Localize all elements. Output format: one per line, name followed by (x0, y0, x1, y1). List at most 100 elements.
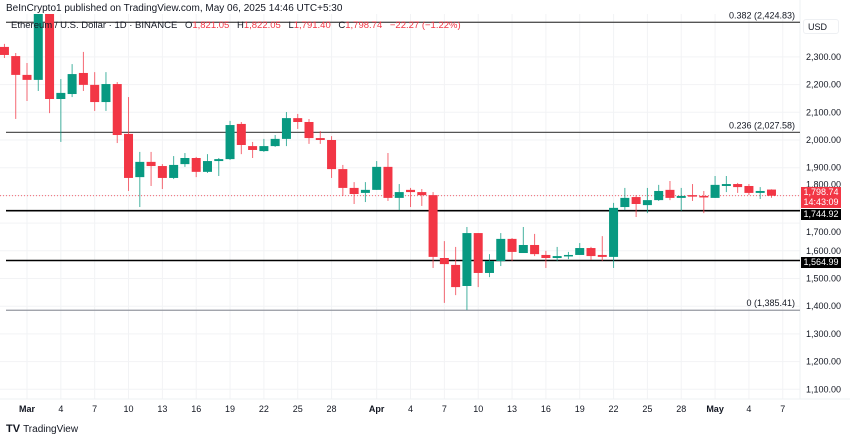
x-tick-label: 16 (541, 404, 551, 414)
x-tick-label: 22 (259, 404, 269, 414)
candle-body (654, 190, 664, 201)
candle (518, 226, 528, 254)
price-chart[interactable]: 1,100.00 1,200.00 1,300.00 1,400.00 1,500.00… (0, 0, 850, 420)
plot-area (0, 14, 800, 311)
candle (631, 195, 641, 218)
candle (744, 184, 754, 196)
candle (78, 51, 88, 91)
publisher-line: BeInCrypto1 published on TradingView.com… (6, 3, 343, 14)
x-tick-label: 16 (191, 404, 201, 414)
candle-body (406, 189, 416, 193)
y-tick-label: 1,400.00 (806, 301, 841, 311)
candle (699, 190, 709, 214)
candle-body (439, 258, 449, 265)
x-tick-label: 19 (575, 404, 585, 414)
close-label: C (338, 20, 346, 31)
candle (473, 233, 483, 288)
candle (270, 135, 280, 147)
candle-body (56, 92, 66, 100)
candle (45, 14, 55, 114)
candle (496, 233, 506, 267)
candle (507, 238, 517, 262)
candle (462, 226, 472, 311)
candle (688, 184, 698, 201)
low-value: 1,791.40 (293, 20, 331, 31)
y-tick-label: 1,600.00 (806, 246, 841, 256)
candle-body (0, 46, 9, 55)
candle-body (530, 244, 540, 255)
currency-button[interactable]: USD (803, 19, 839, 34)
candle (721, 176, 731, 193)
candle-body (609, 207, 619, 257)
fib-level-label: 0.382 (2,424.83) (729, 10, 795, 20)
candle (372, 161, 382, 190)
x-tick-label: 4 (746, 404, 751, 414)
y-tick-label: 1,300.00 (806, 329, 841, 339)
candle (304, 118, 314, 144)
candle (733, 182, 743, 193)
candle (157, 164, 167, 190)
candle (327, 136, 337, 178)
candle (586, 246, 596, 260)
candle (112, 82, 122, 144)
y-tick-label: 1,500.00 (806, 274, 841, 284)
candle-body (586, 248, 596, 257)
candle (710, 176, 720, 198)
candle (169, 156, 179, 180)
x-tick-label: 22 (609, 404, 619, 414)
candle (214, 158, 224, 177)
candle-body (349, 187, 359, 195)
candle (225, 120, 235, 160)
candle-body (214, 159, 224, 162)
candle (541, 250, 551, 268)
candle-body (451, 264, 461, 288)
candle-body (236, 123, 246, 145)
fib-level-label: 0 (1,385.41) (746, 298, 795, 308)
candle-body (733, 184, 743, 188)
x-tick-label: 19 (225, 404, 235, 414)
candle-body (676, 195, 686, 198)
candle (428, 192, 438, 268)
symbol-name[interactable]: Ethereum / U.S. Dollar · 1D · BINANCE (11, 20, 178, 31)
y-tick-label: 1,800.00 (806, 179, 841, 189)
candle (484, 254, 494, 278)
candle-body (191, 158, 201, 172)
candle (417, 189, 427, 206)
candle (755, 187, 765, 200)
candle-body (11, 56, 21, 75)
candle-body (541, 254, 551, 259)
candle (248, 141, 258, 159)
x-tick-label: 28 (676, 404, 686, 414)
candle-body (248, 146, 258, 150)
candle-body (428, 195, 438, 257)
symbol-legend: Ethereum / U.S. Dollar · 1D · BINANCE O1… (11, 20, 461, 31)
candle (563, 251, 573, 260)
candle-body (327, 140, 337, 170)
candle (360, 182, 370, 203)
candle-body (259, 146, 269, 152)
candle-body (45, 14, 55, 100)
candle-body (473, 233, 483, 273)
x-tick-label: May (706, 404, 724, 414)
high-value: 1,822.05 (243, 20, 281, 31)
candle (146, 151, 156, 186)
candle-body (270, 138, 280, 147)
candle-body (642, 200, 652, 206)
candle (620, 187, 630, 211)
support-price-label-1: 1,744.92 (801, 209, 841, 220)
candle-body (112, 84, 122, 136)
x-tick-label: 7 (780, 404, 785, 414)
candle-body (766, 189, 776, 196)
candle (90, 72, 100, 111)
x-tick-label: 25 (642, 404, 652, 414)
x-tick-label: Apr (369, 404, 385, 414)
candle-body (552, 256, 562, 259)
candle-body (394, 192, 404, 198)
candle-body (688, 195, 698, 197)
candle (406, 187, 416, 208)
tradingview-logo[interactable]: TV TradingView (6, 423, 78, 435)
candle (676, 187, 686, 211)
candle-body (721, 184, 731, 186)
candle-body (665, 189, 675, 198)
